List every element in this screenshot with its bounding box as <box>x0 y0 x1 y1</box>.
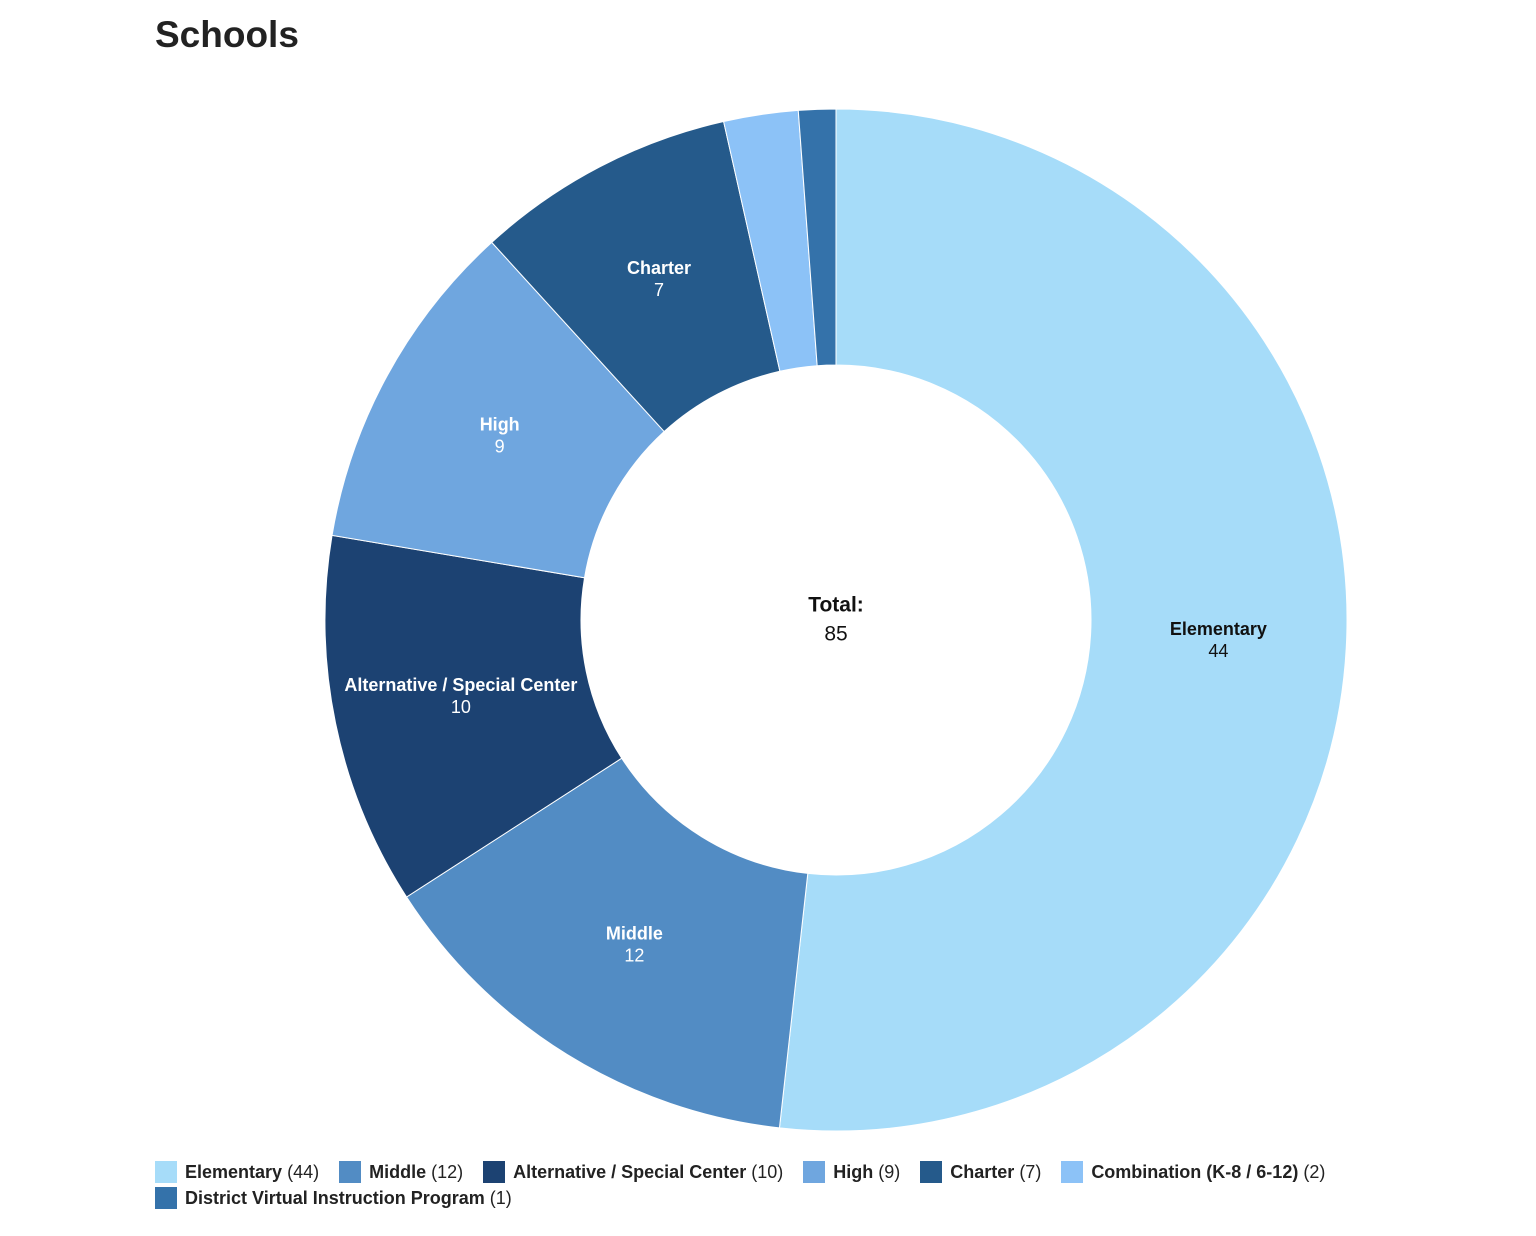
slice <box>797 108 837 367</box>
legend-value: (9) <box>878 1161 901 1182</box>
legend-value: (7) <box>1019 1161 1042 1182</box>
legend-label: District Virtual Instruction Program (1) <box>185 1188 512 1209</box>
center-label: Total: <box>808 594 864 617</box>
center-total: 85 <box>824 623 847 646</box>
legend-swatch <box>803 1161 826 1183</box>
legend-item: Alternative / Special Center (10) <box>483 1161 783 1183</box>
legend-label: High (9) <box>833 1162 900 1183</box>
slice <box>324 534 623 898</box>
legend-item: Elementary (44) <box>155 1161 319 1183</box>
slice-label: High <box>480 414 520 434</box>
slice <box>778 108 1348 1132</box>
legend-swatch <box>339 1161 362 1183</box>
legend-label: Charter (7) <box>950 1162 1041 1183</box>
legend-item: District Virtual Instruction Program (1) <box>155 1187 512 1209</box>
legend-name: Combination (K-8 / 6-12) <box>1091 1161 1299 1182</box>
legend-value: (2) <box>1303 1161 1326 1182</box>
slice-value: 9 <box>495 436 505 456</box>
legend-value: (1) <box>489 1187 512 1208</box>
legend-item: Middle (12) <box>339 1161 463 1183</box>
legend-value: (12) <box>431 1161 464 1182</box>
chart-title: Schools <box>155 14 299 55</box>
legend-item: Combination (K-8 / 6-12) (2) <box>1061 1161 1325 1183</box>
slice-value: 7 <box>654 280 664 300</box>
slice-value: 44 <box>1208 641 1228 661</box>
legend-name: High <box>833 1161 874 1182</box>
legend-name: Middle <box>369 1161 427 1182</box>
legend-swatch <box>1061 1161 1084 1183</box>
slice <box>331 241 665 579</box>
legend-swatch <box>155 1187 177 1209</box>
slice-value: 10 <box>451 697 471 717</box>
legend-label: Combination (K-8 / 6-12) (2) <box>1091 1162 1325 1183</box>
slice <box>405 757 809 1129</box>
legend-swatch <box>155 1161 177 1183</box>
legend-label: Alternative / Special Center (10) <box>513 1162 783 1183</box>
legend-name: District Virtual Instruction Program <box>185 1187 485 1208</box>
legend-name: Charter <box>950 1161 1015 1182</box>
legend-label: Elementary (44) <box>185 1162 319 1183</box>
legend-item: High (9) <box>803 1161 900 1183</box>
slice <box>491 120 781 433</box>
legend-value: (10) <box>751 1161 784 1182</box>
legend-name: Elementary <box>185 1161 283 1182</box>
legend-swatch <box>920 1161 943 1183</box>
slice-value: 12 <box>624 945 644 965</box>
slice-label: Alternative / Special Center <box>344 675 577 695</box>
legend-item: Charter (7) <box>920 1161 1041 1183</box>
slice-label: Elementary <box>1170 619 1267 639</box>
legend-label: Middle (12) <box>369 1162 463 1183</box>
legend-value: (44) <box>287 1161 320 1182</box>
legend-swatch <box>483 1161 506 1183</box>
legend: Elementary (44) Middle (12) Alternative / … <box>155 1161 1415 1209</box>
slice-label: Middle <box>606 923 663 943</box>
legend-name: Alternative / Special Center <box>513 1161 747 1182</box>
slice-label: Charter <box>627 258 691 278</box>
